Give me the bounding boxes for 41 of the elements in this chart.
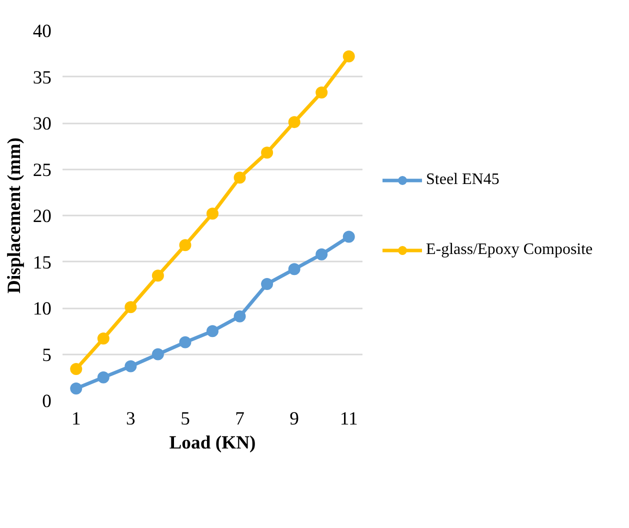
- point: [179, 239, 192, 252]
- y-tick-label: 20: [32, 206, 52, 227]
- x-axis-title: Load (KN): [169, 432, 256, 454]
- point: [288, 263, 300, 276]
- point: [124, 360, 137, 372]
- x-tick-label: 3: [126, 408, 136, 430]
- x-tick-label: 7: [235, 408, 244, 430]
- point: [70, 382, 82, 394]
- point: [288, 116, 300, 128]
- point: [206, 208, 218, 220]
- legend-label: E-glass/Epoxy Composite: [426, 241, 593, 259]
- point: [152, 270, 164, 282]
- point: [234, 172, 246, 184]
- y-axis-title: Displacement (mm): [4, 138, 25, 294]
- y-tick-label: 30: [32, 114, 52, 134]
- point: [179, 336, 192, 348]
- y-tick-label: 40: [32, 21, 52, 42]
- point: [97, 332, 110, 345]
- point: [342, 230, 355, 243]
- point: [342, 50, 355, 62]
- y-tick-label: 0: [42, 391, 52, 412]
- point: [124, 301, 137, 314]
- y-tick-label: 35: [32, 67, 52, 88]
- legend-label: Steel EN45: [426, 171, 500, 189]
- point: [316, 248, 328, 260]
- x-tick-label: 11: [340, 408, 358, 430]
- x-tick-label: 9: [290, 408, 299, 430]
- y-tick-label: 15: [32, 252, 52, 274]
- point: [206, 325, 218, 338]
- y-tick-label: 25: [32, 160, 52, 181]
- y-tick-label: 10: [32, 298, 52, 320]
- y-tick-label: 5: [42, 344, 52, 366]
- point: [261, 278, 274, 290]
- point: [234, 310, 246, 322]
- x-tick-label: 1: [71, 408, 81, 430]
- point: [70, 363, 82, 376]
- point: [152, 348, 164, 360]
- point: [97, 371, 110, 384]
- x-tick-label: 5: [180, 408, 190, 430]
- point: [261, 146, 274, 159]
- point: [316, 86, 328, 98]
